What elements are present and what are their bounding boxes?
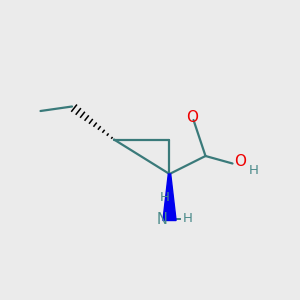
Text: O: O: [234, 154, 246, 169]
Text: N: N: [156, 212, 167, 226]
Text: O: O: [186, 110, 198, 124]
Polygon shape: [163, 174, 176, 220]
Text: H: H: [183, 212, 193, 226]
Text: H: H: [160, 191, 170, 204]
Text: H: H: [249, 164, 259, 178]
